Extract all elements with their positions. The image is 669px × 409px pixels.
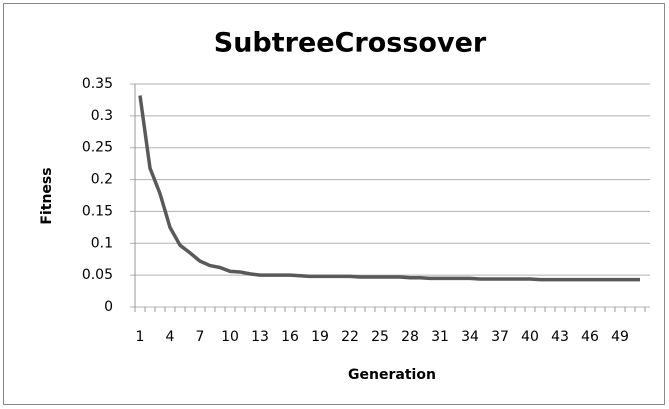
y-tick-label: 0.15 bbox=[82, 203, 113, 219]
x-tick-label: 16 bbox=[281, 329, 299, 345]
x-tick-label: 1 bbox=[136, 329, 145, 345]
x-tick-label: 7 bbox=[196, 329, 205, 345]
y-tick-label: 0.3 bbox=[91, 108, 113, 124]
y-tick-label: 0.35 bbox=[82, 76, 113, 92]
x-tick-label: 13 bbox=[251, 329, 269, 345]
x-tick-label: 37 bbox=[491, 329, 509, 345]
x-tick-label: 25 bbox=[371, 329, 389, 345]
y-tick-label: 0.05 bbox=[82, 267, 113, 283]
x-tick-label: 4 bbox=[166, 329, 175, 345]
x-tick-label: 31 bbox=[431, 329, 449, 345]
x-tick-label: 40 bbox=[521, 329, 539, 345]
x-tick-label: 49 bbox=[611, 329, 629, 345]
y-tick-label: 0.1 bbox=[91, 235, 113, 251]
x-tick-label: 43 bbox=[551, 329, 569, 345]
x-axis-label: Generation bbox=[348, 367, 436, 383]
x-tick-label: 34 bbox=[461, 329, 479, 345]
y-tick-label: 0 bbox=[104, 299, 113, 315]
y-axis-label: Fitness bbox=[39, 167, 55, 224]
x-tick-label: 10 bbox=[221, 329, 239, 345]
chart-title: SubtreeCrossover bbox=[214, 28, 487, 59]
x-tick-label: 22 bbox=[341, 329, 359, 345]
x-tick-label: 46 bbox=[581, 329, 599, 345]
chart-frame bbox=[3, 3, 665, 405]
y-tick-label: 0.2 bbox=[91, 172, 113, 188]
x-tick-label: 19 bbox=[311, 329, 329, 345]
y-tick-label: 0.25 bbox=[82, 140, 113, 156]
x-tick-label: 28 bbox=[401, 329, 419, 345]
data-line bbox=[138, 95, 640, 282]
